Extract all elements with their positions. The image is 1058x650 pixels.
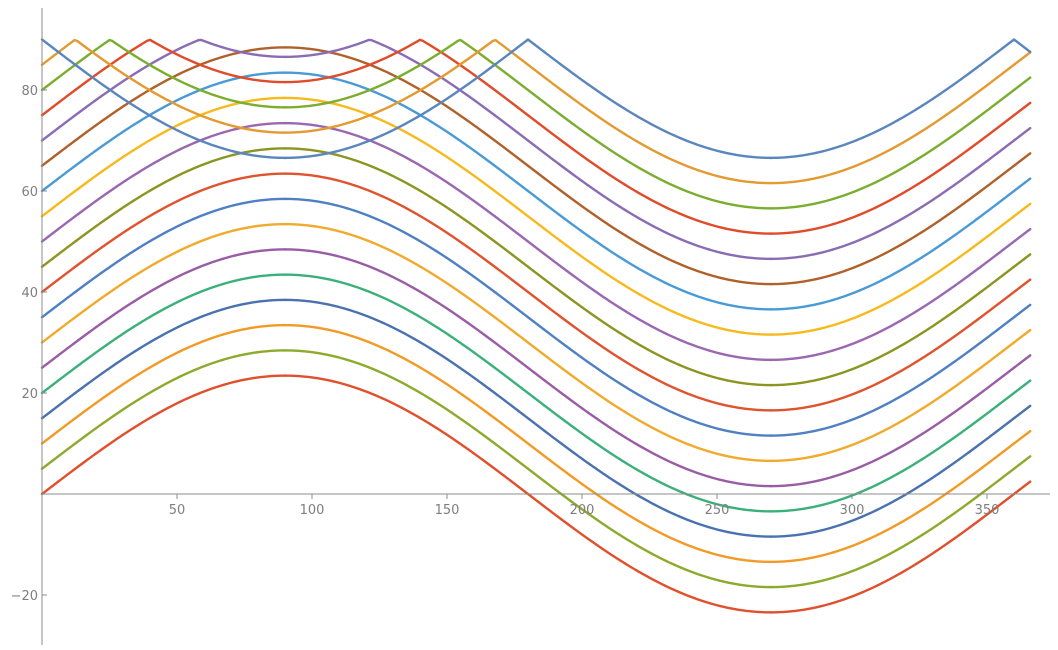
- series-line-10: [40, 121, 1032, 362]
- series-line-2: [40, 323, 1032, 564]
- series-line-17: [40, 38, 1032, 185]
- x-tick-label: 350: [975, 503, 1000, 518]
- y-tick-label: 20: [21, 387, 38, 402]
- series-line-11: [40, 96, 1032, 336]
- series-line-0: [40, 374, 1032, 614]
- series-line-12: [40, 71, 1032, 311]
- x-tick-label: 150: [435, 503, 460, 518]
- y-tick-label: −20: [11, 589, 38, 604]
- series-line-8: [40, 172, 1032, 412]
- series-line-16: [40, 38, 1032, 210]
- series-line-1: [40, 349, 1032, 589]
- series-line-4: [40, 273, 1032, 513]
- series-line-14: [40, 38, 1032, 261]
- series-line-13: [40, 46, 1032, 286]
- ticks-layer: 50 100 150 200 250 300 350 −20 20 40 60 80: [11, 84, 1000, 604]
- axes-layer: [41, 8, 1050, 645]
- series-line-7: [40, 197, 1032, 437]
- series-line-3: [40, 298, 1032, 538]
- y-tick-label: 60: [21, 185, 38, 200]
- series-line-18: [40, 38, 1032, 160]
- x-tick-label: 50: [169, 503, 186, 518]
- x-tick-label: 300: [840, 503, 865, 518]
- series-line-6: [40, 222, 1032, 463]
- x-tick-label: 250: [705, 503, 730, 518]
- series-line-5: [40, 248, 1032, 488]
- y-tick-label: 40: [21, 286, 38, 301]
- series-layer: [40, 38, 1032, 614]
- x-tick-label: 200: [570, 503, 595, 518]
- x-tick-label: 100: [300, 503, 325, 518]
- series-line-9: [40, 147, 1032, 387]
- series-line-15: [40, 38, 1032, 235]
- y-tick-label: 80: [21, 84, 38, 99]
